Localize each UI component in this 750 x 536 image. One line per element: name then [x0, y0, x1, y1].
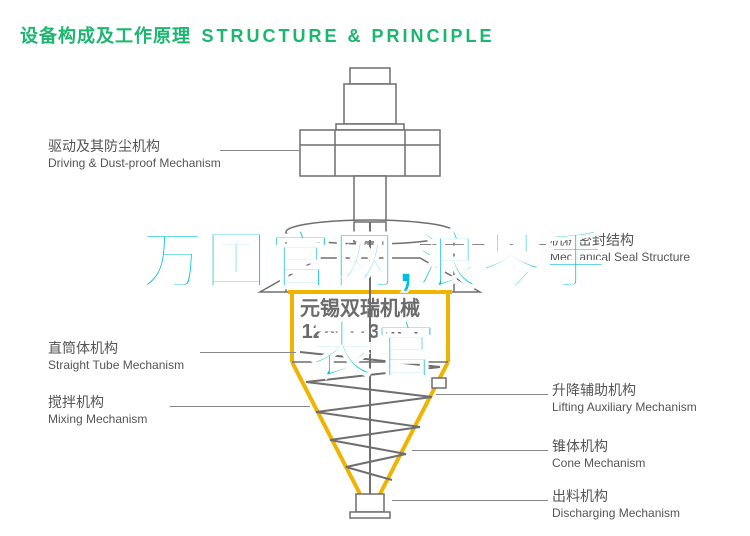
label-straight-en: Straight Tube Mechanism: [48, 358, 184, 373]
leader-cone: [412, 450, 548, 451]
leader-driving: [220, 150, 300, 151]
title-chinese: 设备构成及工作原理: [20, 26, 191, 46]
leader-seal: [420, 244, 546, 245]
title-english: STRUCTURE & PRINCIPLE: [201, 26, 494, 46]
label-mixing: 搅拌机构 Mixing Mechanism: [48, 394, 147, 427]
page-title: 设备构成及工作原理 STRUCTURE & PRINCIPLE: [20, 22, 494, 48]
leader-mixing: [170, 406, 310, 407]
label-cone-cn: 锥体机构: [552, 438, 645, 456]
leader-straight: [200, 352, 296, 353]
label-straight-cn: 直筒体机构: [48, 340, 184, 358]
label-seal: 机械密封结构 Mechanical Seal Structure: [550, 232, 690, 265]
leader-lifting: [436, 394, 548, 395]
leader-discharge: [392, 500, 548, 501]
label-lifting-en: Lifting Auxiliary Mechanism: [552, 400, 697, 415]
label-discharge-en: Discharging Mechanism: [552, 506, 680, 521]
label-lifting-cn: 升降辅助机构: [552, 382, 697, 400]
label-lifting: 升降辅助机构 Lifting Auxiliary Mechanism: [552, 382, 697, 415]
label-straight-tube: 直筒体机构 Straight Tube Mechanism: [48, 340, 184, 373]
label-mixing-en: Mixing Mechanism: [48, 412, 147, 427]
label-discharge: 出料机构 Discharging Mechanism: [552, 488, 680, 521]
label-cone: 锥体机构 Cone Mechanism: [552, 438, 645, 471]
label-discharge-cn: 出料机构: [552, 488, 680, 506]
label-driving: 驱动及其防尘机构 Driving & Dust-proof Mechanism: [48, 138, 221, 171]
label-seal-en: Mechanical Seal Structure: [550, 250, 690, 265]
label-driving-cn: 驱动及其防尘机构: [48, 138, 221, 156]
label-driving-en: Driving & Dust-proof Mechanism: [48, 156, 221, 171]
label-cone-en: Cone Mechanism: [552, 456, 645, 471]
label-mixing-cn: 搅拌机构: [48, 394, 147, 412]
label-seal-cn: 机械密封结构: [550, 232, 690, 250]
